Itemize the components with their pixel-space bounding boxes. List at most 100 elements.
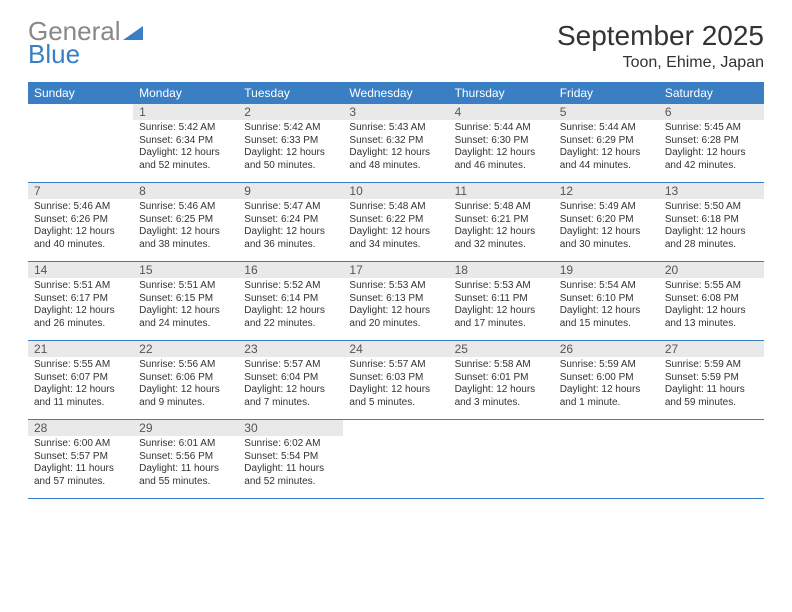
day-body: [554, 436, 659, 442]
day-body: Sunrise: 5:51 AMSunset: 6:17 PMDaylight:…: [28, 278, 133, 334]
day-number: 10: [343, 183, 448, 199]
day-cell: 13Sunrise: 5:50 AMSunset: 6:18 PMDayligh…: [659, 183, 764, 261]
sunrise-text: Sunrise: 6:02 AM: [244, 438, 337, 451]
day-cell: [554, 420, 659, 498]
sunrise-text: Sunrise: 5:53 AM: [455, 280, 548, 293]
week-row: 1Sunrise: 5:42 AMSunset: 6:34 PMDaylight…: [28, 104, 764, 183]
day-number: 25: [449, 341, 554, 357]
daylight-text: Daylight: 12 hours and 30 minutes.: [560, 226, 653, 251]
sunrise-text: Sunrise: 5:42 AM: [244, 122, 337, 135]
day-number: 1: [133, 104, 238, 120]
day-number: 16: [238, 262, 343, 278]
day-body: Sunrise: 5:52 AMSunset: 6:14 PMDaylight:…: [238, 278, 343, 334]
day-number: 3: [343, 104, 448, 120]
day-number: 5: [554, 104, 659, 120]
day-body: Sunrise: 5:59 AMSunset: 6:00 PMDaylight:…: [554, 357, 659, 413]
day-number: 14: [28, 262, 133, 278]
daylight-text: Daylight: 12 hours and 26 minutes.: [34, 305, 127, 330]
day-cell: 20Sunrise: 5:55 AMSunset: 6:08 PMDayligh…: [659, 262, 764, 340]
day-number: 12: [554, 183, 659, 199]
sunset-text: Sunset: 5:56 PM: [139, 451, 232, 464]
day-number: [554, 420, 659, 436]
day-body: Sunrise: 5:54 AMSunset: 6:10 PMDaylight:…: [554, 278, 659, 334]
day-body: Sunrise: 5:46 AMSunset: 6:25 PMDaylight:…: [133, 199, 238, 255]
sunset-text: Sunset: 6:03 PM: [349, 372, 442, 385]
day-cell: 18Sunrise: 5:53 AMSunset: 6:11 PMDayligh…: [449, 262, 554, 340]
day-cell: 29Sunrise: 6:01 AMSunset: 5:56 PMDayligh…: [133, 420, 238, 498]
weekday-header-row: Sunday Monday Tuesday Wednesday Thursday…: [28, 82, 764, 104]
daylight-text: Daylight: 11 hours and 52 minutes.: [244, 463, 337, 488]
day-cell: 10 Sunrise: 5:48 AMSunset: 6:22 PMDayligh…: [343, 183, 448, 261]
day-cell: 27Sunrise: 5:59 AMSunset: 5:59 PMDayligh…: [659, 341, 764, 419]
day-number: 17: [343, 262, 448, 278]
day-cell: 4Sunrise: 5:44 AMSunset: 6:30 PMDaylight…: [449, 104, 554, 182]
sunrise-text: Sunrise: 5:46 AM: [34, 201, 127, 214]
sunrise-text: Sunrise: 5:48 AM: [455, 201, 548, 214]
day-body: Sunrise: 5:49 AMSunset: 6:20 PMDaylight:…: [554, 199, 659, 255]
day-cell: [343, 420, 448, 498]
sunrise-text: Sunrise: 5:47 AM: [244, 201, 337, 214]
day-cell: 1Sunrise: 5:42 AMSunset: 6:34 PMDaylight…: [133, 104, 238, 182]
daylight-text: Daylight: 12 hours and 34 minutes.: [349, 226, 442, 251]
day-cell: 28Sunrise: 6:00 AMSunset: 5:57 PMDayligh…: [28, 420, 133, 498]
week-row: 21Sunrise: 5:55 AMSunset: 6:07 PMDayligh…: [28, 341, 764, 420]
day-number: 24: [343, 341, 448, 357]
day-cell: 16Sunrise: 5:52 AMSunset: 6:14 PMDayligh…: [238, 262, 343, 340]
sunrise-text: Sunrise: 5:55 AM: [34, 359, 127, 372]
weekday-header: Friday: [554, 82, 659, 104]
day-body: [449, 436, 554, 442]
day-body: Sunrise: 5:43 AMSunset: 6:32 PMDaylight:…: [343, 120, 448, 176]
day-cell: [28, 104, 133, 182]
daylight-text: Daylight: 11 hours and 55 minutes.: [139, 463, 232, 488]
sunset-text: Sunset: 5:54 PM: [244, 451, 337, 464]
day-body: Sunrise: 6:02 AMSunset: 5:54 PMDaylight:…: [238, 436, 343, 492]
sunset-text: Sunset: 6:26 PM: [34, 214, 127, 227]
daylight-text: Daylight: 12 hours and 50 minutes.: [244, 147, 337, 172]
day-number: [28, 104, 133, 120]
weekday-header: Monday: [133, 82, 238, 104]
daylight-text: Daylight: 12 hours and 22 minutes.: [244, 305, 337, 330]
daylight-text: Daylight: 12 hours and 11 minutes.: [34, 384, 127, 409]
daylight-text: Daylight: 12 hours and 44 minutes.: [560, 147, 653, 172]
sunset-text: Sunset: 6:22 PM: [349, 214, 442, 227]
daylight-text: Daylight: 12 hours and 20 minutes.: [349, 305, 442, 330]
sunset-text: Sunset: 5:57 PM: [34, 451, 127, 464]
logo: General Blue: [28, 20, 143, 67]
daylight-text: Daylight: 12 hours and 17 minutes.: [455, 305, 548, 330]
day-body: [659, 436, 764, 442]
day-body: [28, 120, 133, 126]
day-body: Sunrise: 5:46 AMSunset: 6:26 PMDaylight:…: [28, 199, 133, 255]
sunrise-text: Sunrise: 5:51 AM: [34, 280, 127, 293]
day-cell: 23Sunrise: 5:57 AMSunset: 6:04 PMDayligh…: [238, 341, 343, 419]
daylight-text: Daylight: 12 hours and 48 minutes.: [349, 147, 442, 172]
weekday-header: Sunday: [28, 82, 133, 104]
day-body: Sunrise: 5:51 AMSunset: 6:15 PMDaylight:…: [133, 278, 238, 334]
day-cell: 24Sunrise: 5:57 AMSunset: 6:03 PMDayligh…: [343, 341, 448, 419]
day-cell: 22Sunrise: 5:56 AMSunset: 6:06 PMDayligh…: [133, 341, 238, 419]
sunset-text: Sunset: 6:07 PM: [34, 372, 127, 385]
sunset-text: Sunset: 6:20 PM: [560, 214, 653, 227]
logo-text: General Blue: [28, 20, 143, 67]
day-cell: 19Sunrise: 5:54 AMSunset: 6:10 PMDayligh…: [554, 262, 659, 340]
calendar-page: General Blue September 2025 Toon, Ehime,…: [0, 0, 792, 519]
daylight-text: Daylight: 12 hours and 24 minutes.: [139, 305, 232, 330]
day-body: Sunrise: 5:42 AMSunset: 6:33 PMDaylight:…: [238, 120, 343, 176]
daylight-text: Daylight: 12 hours and 7 minutes.: [244, 384, 337, 409]
sunrise-text: Sunrise: 5:44 AM: [455, 122, 548, 135]
day-number: 20: [659, 262, 764, 278]
day-cell: 30Sunrise: 6:02 AMSunset: 5:54 PMDayligh…: [238, 420, 343, 498]
day-cell: 6Sunrise: 5:45 AMSunset: 6:28 PMDaylight…: [659, 104, 764, 182]
day-number: 2: [238, 104, 343, 120]
daylight-text: Daylight: 12 hours and 28 minutes.: [665, 226, 758, 251]
day-cell: 25Sunrise: 5:58 AMSunset: 6:01 PMDayligh…: [449, 341, 554, 419]
sunset-text: Sunset: 6:10 PM: [560, 293, 653, 306]
sunrise-text: Sunrise: 5:48 AM: [349, 201, 442, 214]
day-number: 21: [28, 341, 133, 357]
day-number: [449, 420, 554, 436]
day-body: Sunrise: 5:57 AMSunset: 6:03 PMDaylight:…: [343, 357, 448, 413]
weekday-header: Wednesday: [343, 82, 448, 104]
day-body: Sunrise: 5:42 AMSunset: 6:34 PMDaylight:…: [133, 120, 238, 176]
sunrise-text: Sunrise: 6:01 AM: [139, 438, 232, 451]
day-cell: 8Sunrise: 5:46 AMSunset: 6:25 PMDaylight…: [133, 183, 238, 261]
day-number: 13: [659, 183, 764, 199]
